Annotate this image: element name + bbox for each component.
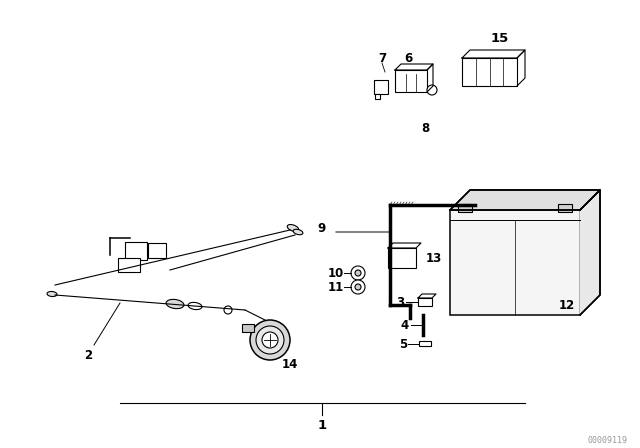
Bar xyxy=(388,248,416,268)
Text: 6: 6 xyxy=(404,52,412,65)
Ellipse shape xyxy=(287,224,299,232)
Polygon shape xyxy=(580,190,600,315)
Circle shape xyxy=(355,284,361,290)
Ellipse shape xyxy=(188,302,202,310)
Bar xyxy=(458,204,472,212)
Text: 12: 12 xyxy=(559,298,575,311)
Circle shape xyxy=(250,320,290,360)
Bar xyxy=(419,341,431,346)
Bar xyxy=(118,258,140,272)
Polygon shape xyxy=(450,190,600,210)
Circle shape xyxy=(351,280,365,294)
Bar xyxy=(375,94,380,99)
Text: 11: 11 xyxy=(328,280,344,293)
Ellipse shape xyxy=(47,292,57,297)
Bar xyxy=(242,324,254,332)
Text: 8: 8 xyxy=(421,121,429,134)
Circle shape xyxy=(355,270,361,276)
Bar xyxy=(148,243,166,258)
Text: 1: 1 xyxy=(317,418,326,431)
Circle shape xyxy=(427,85,437,95)
Bar xyxy=(462,58,517,86)
Text: 15: 15 xyxy=(491,31,509,44)
Ellipse shape xyxy=(293,229,303,235)
Ellipse shape xyxy=(166,299,184,309)
Text: 14: 14 xyxy=(282,358,298,370)
Bar xyxy=(374,80,388,94)
Bar xyxy=(125,242,147,260)
Bar xyxy=(450,210,580,315)
Text: 7: 7 xyxy=(378,52,386,65)
Text: 2: 2 xyxy=(84,349,92,362)
Bar xyxy=(395,70,427,92)
Bar xyxy=(558,204,572,212)
Bar xyxy=(418,298,432,306)
Text: 4: 4 xyxy=(401,319,409,332)
Text: 00009119: 00009119 xyxy=(588,435,628,444)
Text: 13: 13 xyxy=(426,251,442,264)
Circle shape xyxy=(262,332,278,348)
Circle shape xyxy=(256,326,284,354)
Circle shape xyxy=(351,266,365,280)
Text: 3: 3 xyxy=(396,296,404,309)
Circle shape xyxy=(224,306,232,314)
Text: 9: 9 xyxy=(318,221,326,234)
Text: 10: 10 xyxy=(328,267,344,280)
Text: 5: 5 xyxy=(399,337,407,350)
